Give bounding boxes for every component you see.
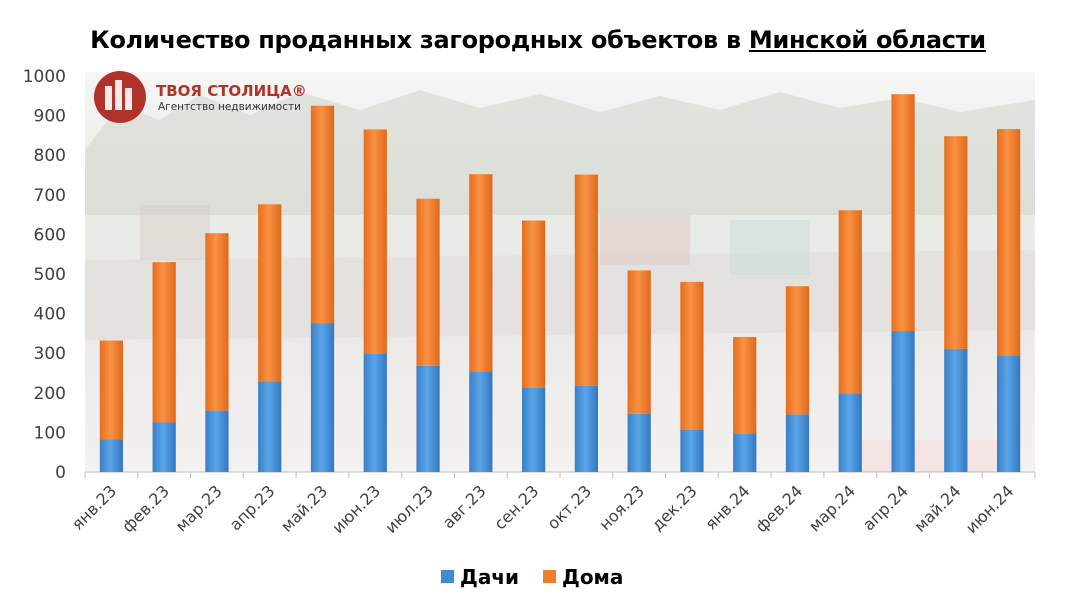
legend-swatch-dachi	[441, 570, 454, 583]
y-tick-label: 800	[34, 146, 66, 166]
x-tick-label: янв.24	[701, 481, 753, 533]
legend-label-dachi: Дачи	[460, 565, 519, 589]
bar-dachi	[680, 429, 704, 472]
chart-title-text: Количество проданных загородных объектов…	[90, 26, 749, 54]
bar-dachi	[838, 393, 862, 472]
y-tick-label: 400	[34, 305, 66, 325]
x-tick-label: фев.23	[118, 481, 173, 536]
y-tick-label: 900	[34, 107, 66, 127]
x-tick-label: мар.24	[805, 481, 859, 535]
y-tick-label: 0	[55, 463, 66, 483]
bar-doma	[416, 198, 440, 366]
x-tick-label: июн.23	[328, 481, 384, 537]
chart-title-region: Минской области	[748, 26, 986, 54]
x-tick-label: июн.24	[962, 481, 1018, 537]
x-tick-label: май.23	[277, 481, 331, 535]
x-tick-label: май.24	[910, 481, 964, 535]
bar-doma	[733, 336, 757, 434]
bar-dachi	[785, 414, 810, 472]
legend-label-doma: Дома	[562, 565, 623, 589]
x-tick-label: мар.23	[172, 481, 226, 535]
bar-dachi	[310, 323, 335, 472]
bar-doma	[522, 220, 546, 388]
x-tick-label: сен.23	[490, 481, 542, 533]
bar-doma	[152, 262, 176, 423]
bar-dachi	[627, 413, 651, 472]
y-tick-label: 200	[34, 384, 66, 404]
x-tick-label: апр.23	[226, 481, 279, 534]
bar-dachi	[522, 387, 546, 472]
bar-doma	[891, 94, 915, 332]
logo-tagline: Агентство недвижимости	[158, 101, 301, 113]
x-tick-label: июл.23	[381, 481, 437, 537]
bar-dachi	[944, 348, 968, 472]
bar-dachi	[363, 353, 387, 472]
bar-dachi	[258, 381, 282, 472]
bar-doma	[310, 105, 335, 324]
y-tick-label: 1000	[23, 67, 66, 87]
bar-doma	[258, 204, 282, 382]
x-tick-label: фев.24	[752, 481, 807, 536]
bar-doma	[838, 210, 862, 394]
bar-doma	[997, 129, 1021, 356]
bar-dachi	[205, 410, 229, 472]
bar-doma	[574, 174, 598, 386]
bar-dachi	[99, 439, 123, 472]
y-tick-label: 700	[34, 186, 66, 206]
bar-doma	[469, 174, 493, 372]
chart-title: Количество проданных загородных объектов…	[0, 26, 1076, 54]
x-tick-label: янв.23	[68, 481, 120, 533]
bar-doma	[363, 129, 387, 354]
x-tick-label: ноя.23	[595, 481, 648, 534]
x-tick-label: окт.23	[543, 481, 595, 533]
bar-doma	[785, 286, 810, 415]
x-tick-label: апр.24	[859, 481, 912, 534]
x-axis-tick-marks	[84, 472, 1036, 478]
bar-doma	[680, 281, 704, 430]
y-tick-label: 300	[34, 344, 66, 364]
bar-dachi	[997, 355, 1021, 472]
bar-dachi	[469, 371, 493, 472]
logo-name: ТВОЯ СТОЛИЦА®	[156, 82, 307, 100]
bar-doma	[627, 270, 651, 414]
y-tick-label: 100	[34, 423, 66, 443]
logo: ТВОЯ СТОЛИЦА® Агентство недвижимости	[94, 71, 307, 123]
bar-dachi	[152, 422, 176, 472]
legend-swatch-doma	[543, 570, 556, 583]
x-tick-label: дек.23	[648, 481, 701, 534]
y-tick-label: 500	[34, 265, 66, 285]
bar-doma	[205, 233, 229, 411]
bar-doma	[99, 340, 123, 440]
y-axis: 0 100 200 300 400 500 600 700 800 900 1000	[23, 67, 66, 483]
bar-dachi	[574, 385, 598, 472]
x-tick-label: авг.23	[439, 481, 490, 532]
bar-dachi	[416, 365, 440, 472]
bar-dachi	[891, 331, 915, 472]
bar-doma	[944, 136, 968, 349]
bars	[99, 94, 1021, 472]
bar-dachi	[733, 433, 757, 472]
legend: Дачи Дома	[441, 565, 623, 589]
y-tick-label: 600	[34, 225, 66, 245]
